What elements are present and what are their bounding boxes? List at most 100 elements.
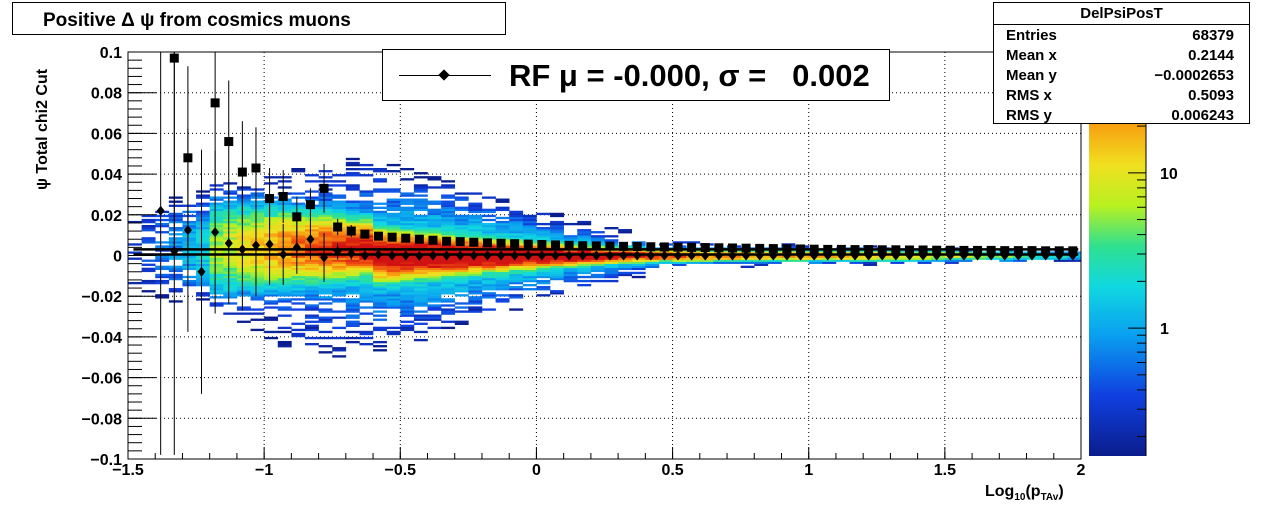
heat-cell: [577, 259, 592, 262]
heat-cell: [400, 194, 415, 197]
heat-cell: [196, 231, 210, 234]
mean-point: [456, 250, 465, 261]
heat-cell: [155, 273, 170, 277]
heat-cell: [236, 286, 251, 289]
heat-cell: [509, 263, 524, 266]
heat-cell: [318, 196, 333, 199]
heat-cell: [277, 294, 292, 297]
heat-cell: [522, 267, 537, 271]
heat-cell: [672, 261, 687, 264]
heat-cell: [277, 298, 292, 301]
heat-cell: [264, 259, 279, 262]
mean-point: [551, 250, 560, 261]
heat-cell: [441, 180, 456, 183]
heat-cell: [209, 224, 224, 228]
heat-cell: [481, 214, 496, 218]
heat-cell: [509, 224, 524, 228]
heat-cell: [413, 222, 428, 226]
heat-cell: [468, 233, 483, 236]
stats-label: RMS y: [1006, 107, 1052, 124]
heat-cell: [223, 218, 238, 222]
heat-cell: [386, 269, 401, 273]
heat-cell: [236, 222, 251, 226]
heat-cell: [413, 186, 428, 189]
heat-cell: [209, 302, 224, 305]
heat-cell: [223, 235, 238, 238]
heat-cell: [359, 300, 374, 303]
heat-cell: [359, 227, 374, 230]
heat-cell: [373, 318, 387, 321]
mean-point: [946, 250, 955, 261]
z-tick-label: 10: [1160, 166, 1178, 183]
heat-cell: [441, 216, 456, 220]
heat-cell: [250, 204, 265, 207]
heat-cell: [236, 294, 251, 297]
heat-cell: [332, 231, 347, 234]
heat-cell: [1026, 257, 1041, 260]
heat-cell: [413, 204, 428, 207]
heat-cell: [236, 196, 251, 199]
sigma-point: [673, 242, 683, 252]
heat-cell: [196, 237, 210, 240]
heat-cell: [522, 222, 537, 226]
heat-cell: [277, 206, 292, 209]
heat-cell: [291, 229, 306, 232]
sigma-point: [414, 234, 424, 244]
sigma-point: [319, 183, 329, 193]
mean-point: [796, 250, 805, 261]
heat-cell: [536, 235, 551, 238]
heat-cell: [236, 306, 251, 309]
heat-cell: [522, 277, 537, 281]
heat-cell: [277, 340, 292, 344]
heat-cell: [631, 263, 646, 266]
heat-cell: [413, 279, 428, 283]
heat-cell: [345, 186, 360, 189]
heat-cell: [427, 186, 442, 189]
heat-cell: [209, 279, 224, 283]
heat-cell: [291, 308, 306, 311]
heat-cell: [332, 269, 347, 273]
sigma-point: [768, 244, 778, 254]
heat-cell: [236, 239, 251, 242]
heat-cell: [604, 279, 619, 283]
heat-cell: [441, 257, 456, 260]
heat-cell: [250, 208, 265, 212]
heat-cell: [495, 233, 510, 236]
heat-cell: [223, 281, 238, 285]
sigma-point: [864, 245, 874, 255]
heat-cell: [400, 210, 415, 214]
heat-cell: [604, 269, 619, 273]
heat-cell: [155, 279, 170, 283]
heat-cell: [400, 227, 415, 230]
heat-cell: [236, 198, 251, 201]
heat-cell: [413, 290, 428, 293]
heat-cell: [427, 269, 442, 273]
heat-cell: [209, 251, 224, 254]
heat-cell: [754, 257, 769, 260]
heat-cell: [359, 192, 374, 195]
heat-cell: [304, 328, 319, 332]
heat-cell: [223, 204, 238, 207]
heat-cell: [468, 286, 483, 289]
heat-cell: [958, 259, 973, 262]
heat-cell: [250, 292, 265, 295]
heat-cell: [318, 261, 333, 264]
heat-cell: [318, 279, 333, 283]
heat-cell: [604, 263, 619, 266]
heat-cell: [223, 288, 238, 291]
heat-cell: [413, 245, 428, 248]
heat-cell: [318, 202, 333, 205]
heat-cell: [386, 202, 401, 205]
heat-cell: [427, 326, 442, 330]
heat-cell: [495, 279, 510, 283]
heat-cell: [577, 233, 592, 236]
heat-cell: [441, 214, 456, 218]
heat-cell: [209, 198, 224, 201]
heat-cell: [441, 279, 456, 283]
heat-cell: [196, 229, 210, 232]
heat-cell: [236, 216, 251, 220]
heat-cell: [236, 273, 251, 277]
heat-cell: [332, 292, 347, 295]
heat-cell: [345, 206, 360, 209]
heat-cell: [264, 316, 279, 319]
